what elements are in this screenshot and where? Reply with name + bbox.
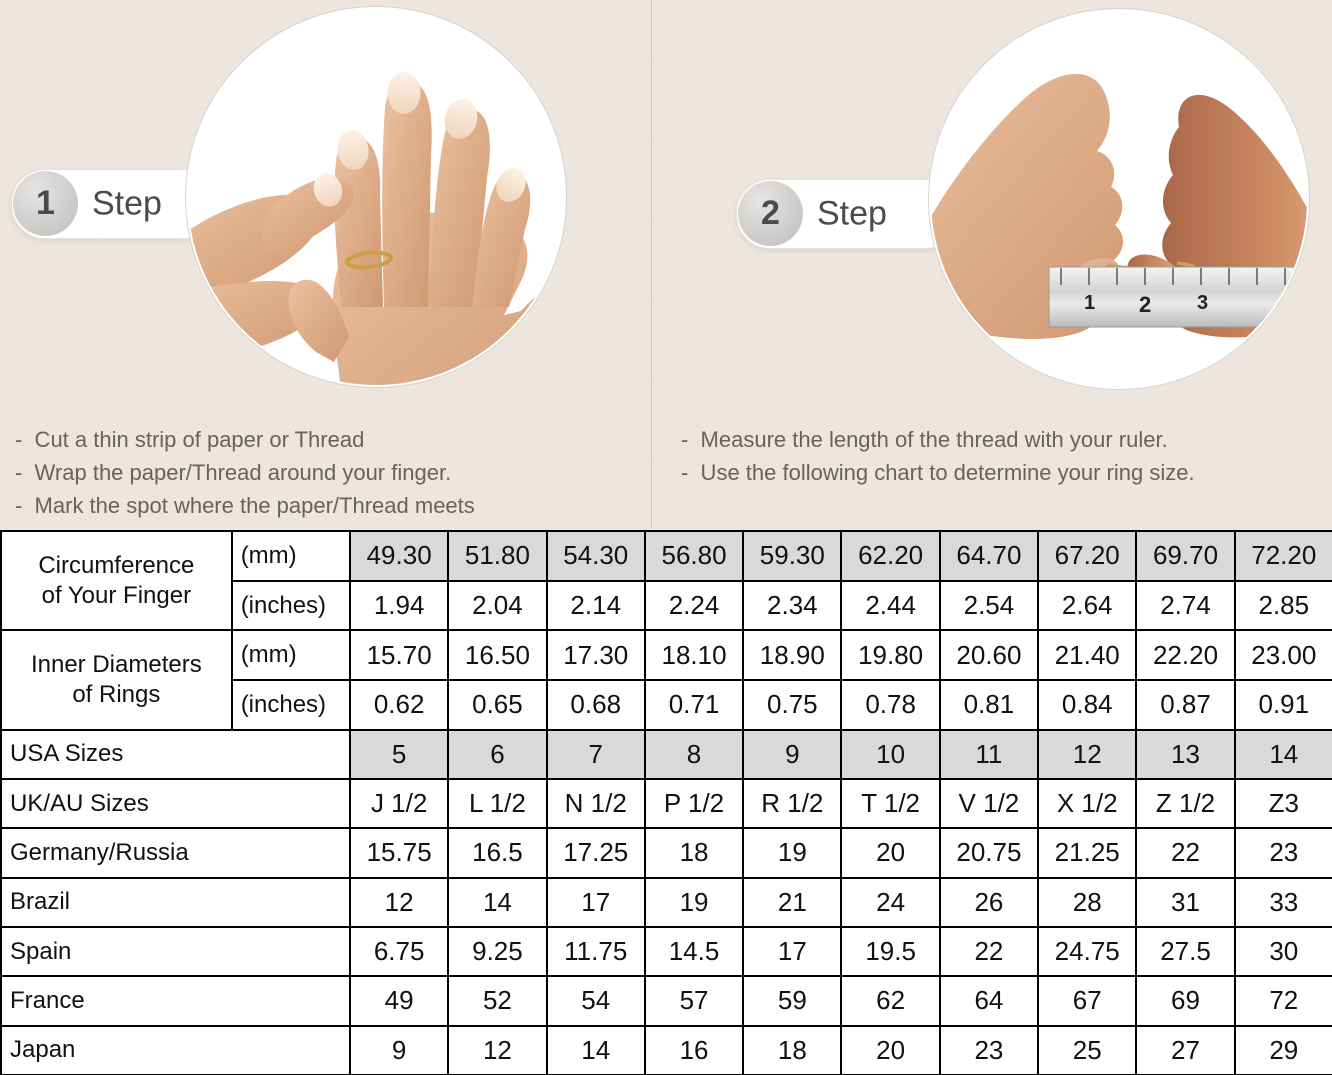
svg-text:2: 2: [1139, 292, 1151, 317]
svg-text:3: 3: [1197, 292, 1208, 314]
svg-text:1: 1: [1084, 292, 1095, 314]
